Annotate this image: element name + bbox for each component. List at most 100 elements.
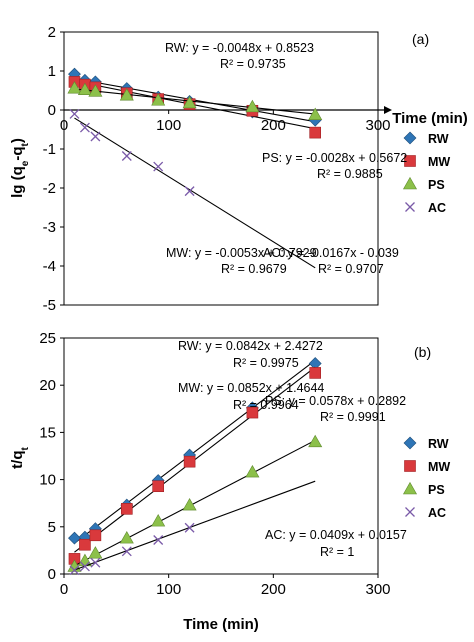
panel-label: (a) (412, 31, 429, 47)
series-ac (69, 108, 316, 269)
y-axis-label: lg (qe-qt) (9, 138, 31, 198)
data-point-mw (89, 529, 102, 542)
y-tick-label: 5 (48, 519, 56, 536)
x-tick-label: 300 (365, 117, 390, 134)
trendline-ps (74, 439, 316, 567)
trendline-ps (74, 88, 316, 115)
data-point-mw (152, 480, 164, 493)
y-tick-label: 0 (48, 566, 56, 583)
legend-marker-mw (404, 155, 416, 167)
x-axis-label: Time (min) (392, 110, 468, 127)
r-squared-rw: R² = 0.9975 (233, 356, 299, 370)
data-point-ps (151, 514, 166, 527)
data-point-ac (69, 565, 80, 576)
legend-label-ps: PS (428, 178, 445, 192)
legend-label-ac: AC (428, 506, 446, 520)
data-point-ps (67, 81, 82, 94)
panel-label: (b) (414, 344, 431, 360)
data-point-ps (88, 546, 103, 559)
x-tick-label: 100 (156, 581, 181, 598)
data-point-ac (121, 151, 132, 161)
y-tick-label: -4 (43, 258, 56, 275)
data-point-mw (309, 126, 322, 139)
panel-a: 210-1-2-3-4-50 100 200 300 Time (min)lg (qe-… (9, 24, 468, 314)
equation-rw: RW: y = 0.0842x + 2.4272 (178, 339, 323, 353)
r-squared-rw: R² = 0.9735 (220, 57, 286, 71)
data-point-mw (121, 503, 133, 515)
legend-label-mw: MW (428, 460, 450, 474)
panel-b: 0 5 10 15 20 25 0 100 200 300 Time (min) t/qt (b) RW:… (9, 330, 450, 633)
r-squared-ac: R² = 0.9707 (318, 262, 384, 276)
data-point-ac (153, 161, 164, 172)
x-tick-label: 0 (60, 117, 68, 134)
data-point-ac (184, 186, 195, 197)
series-ac (69, 480, 316, 576)
data-point-mw (309, 367, 322, 379)
x-tick-label: 200 (261, 117, 286, 134)
legend-label-ac: AC (428, 201, 446, 215)
data-point-mw (183, 455, 196, 468)
plot-frame (63, 31, 379, 306)
legend-label-ps: PS (428, 483, 445, 497)
series-ps (67, 434, 323, 572)
x-axis-arrow (384, 106, 392, 114)
y-tick-label: 15 (39, 424, 56, 441)
y-tick-label: 20 (39, 377, 56, 394)
data-point-mw (79, 538, 91, 551)
data-point-ps (88, 84, 103, 97)
r-squared-mw: R² = 0.9964 (233, 398, 299, 412)
data-point-ps (119, 531, 134, 544)
legend-marker-ac (405, 202, 415, 212)
series-ps (67, 81, 323, 120)
data-point-ps (182, 95, 197, 109)
data-point-rw (68, 531, 81, 545)
legend-marker-rw (403, 131, 417, 145)
equation-rw: RW: y = -0.0048x + 0.8523 (165, 41, 314, 55)
data-point-ac (79, 122, 90, 133)
x-tick-label: 200 (261, 581, 286, 598)
trendline-rw (74, 359, 316, 544)
x-axis-label: Time (min) (183, 616, 259, 633)
data-point-ac (90, 131, 101, 142)
y-tick-label: 25 (39, 330, 56, 347)
legend-marker-ac (405, 507, 415, 517)
legend-marker-rw (403, 436, 417, 450)
x-tick-label: 100 (156, 117, 181, 134)
y-tick-label: 2 (48, 24, 56, 41)
data-point-ps (182, 497, 197, 511)
trendline-ac (74, 117, 316, 269)
legend-label-rw: RW (428, 437, 449, 451)
legend-label-rw: RW (428, 132, 449, 146)
legend-marker-mw (404, 460, 416, 472)
equation-ac: AC: y = -0.0167x - 0.039 (263, 246, 399, 260)
series-mw (68, 366, 322, 565)
data-point-ps (245, 99, 260, 113)
r-squared-ps: R² = 0.9885 (317, 167, 383, 181)
legend-marker-ps (402, 176, 418, 190)
data-point-ps (308, 107, 323, 120)
data-point-ac (69, 108, 80, 119)
r-squared-mw: R² = 0.9679 (221, 262, 287, 276)
equation-mw: MW: y = 0.0852x + 1.4644 (178, 381, 324, 395)
data-point-ps (245, 464, 260, 478)
y-tick-label: 0 (48, 102, 56, 119)
equation-mw: MW: y = -0.0053x + 0.7929 (166, 246, 317, 260)
data-point-ps (151, 93, 166, 106)
data-point-ps (119, 88, 134, 101)
y-tick-label: -3 (43, 219, 56, 236)
equation-ps: PS: y = 0.0578x + 0.2892 (265, 394, 406, 408)
y-tick-label: -2 (43, 180, 56, 197)
y-tick-label: 10 (39, 472, 56, 489)
data-point-ps (77, 82, 92, 96)
equation-ac: AC: y = 0.0409x + 0.0157 (265, 528, 407, 542)
equation-ps: PS: y = -0.0028x + 0.5672 (262, 151, 407, 165)
legend-marker-ps (402, 481, 418, 495)
data-point-ps (308, 434, 323, 448)
plot-frame (63, 337, 379, 575)
data-point-ac (153, 535, 164, 545)
y-tick-label: -5 (43, 297, 56, 314)
y-tick-label: 1 (48, 63, 56, 80)
x-tick-label: 0 (60, 581, 68, 598)
data-point-mw (246, 406, 259, 419)
